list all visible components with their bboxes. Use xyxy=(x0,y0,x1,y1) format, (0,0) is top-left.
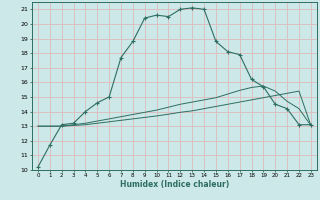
X-axis label: Humidex (Indice chaleur): Humidex (Indice chaleur) xyxy=(120,180,229,189)
